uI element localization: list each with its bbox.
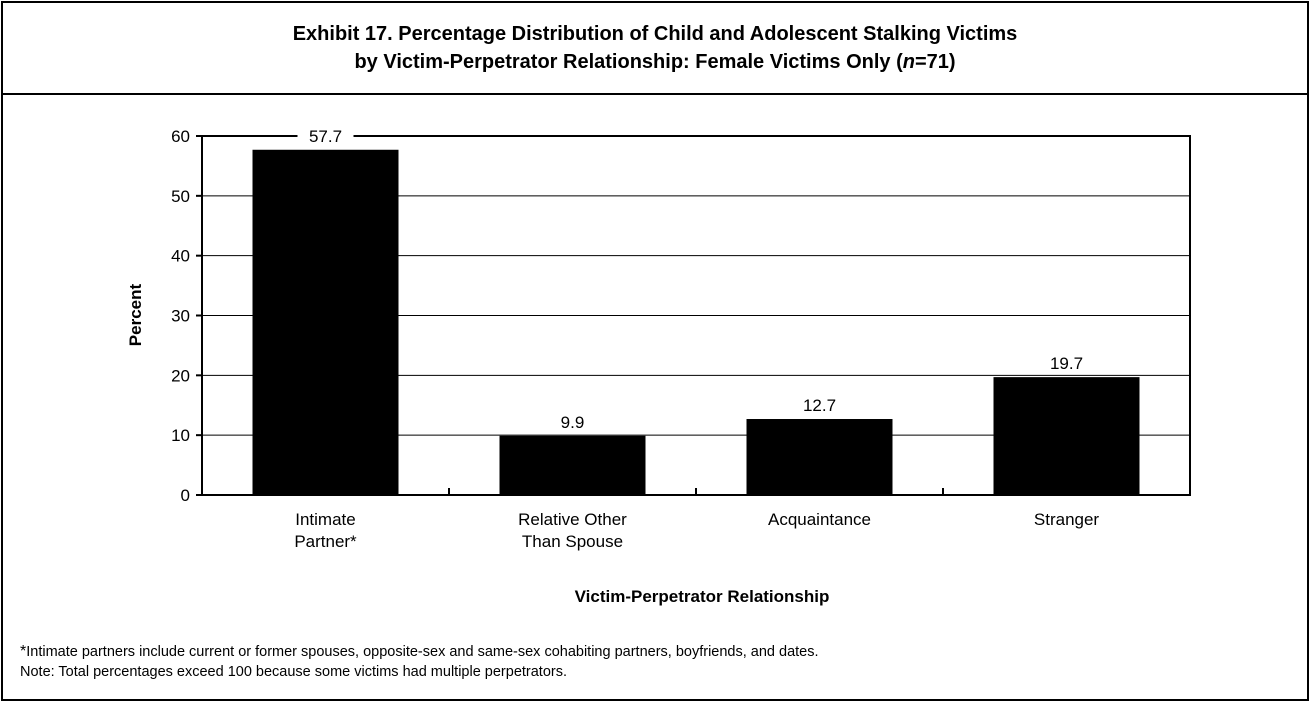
footnotes: *Intimate partners include current or fo…: [20, 642, 819, 682]
x-axis-label: Victim-Perpetrator Relationship: [575, 587, 830, 606]
bar: [252, 149, 399, 496]
footnote-line-1: Intimate partners include current or for…: [26, 644, 819, 660]
footnote-star: *: [20, 643, 27, 660]
data-label-background: [791, 395, 848, 416]
data-label-background: [544, 411, 601, 432]
chart-labels: 0 10 20 30 40 50 60 57.7 Intimate Partner* 9.9 Rela…: [171, 125, 1100, 551]
title-line-2: by Victim-Perpetrator Relationship: Fema…: [3, 48, 1307, 76]
bars: [252, 149, 1140, 496]
x-tick-label: Partner*: [294, 532, 357, 551]
title-line-2-suffix: =71): [914, 51, 956, 73]
y-tick-label: 0: [181, 486, 190, 505]
axis-ticks: [196, 135, 944, 496]
x-tick-label: Than Spouse: [522, 532, 623, 551]
title-line-2-prefix: by Victim-Perpetrator Relationship: Fema…: [354, 51, 903, 73]
x-tick-label: Intimate: [295, 510, 355, 529]
y-tick-label: 60: [171, 127, 190, 146]
bar: [993, 377, 1140, 495]
x-tick-label: Stranger: [1034, 510, 1100, 529]
y-tick-label: 10: [171, 426, 190, 445]
footnote-intimate-partners: *Intimate partners include current or fo…: [20, 642, 819, 662]
y-tick-label: 50: [171, 187, 190, 206]
bar: [746, 419, 893, 495]
x-tick-label: Acquaintance: [768, 510, 871, 529]
y-tick-label: 30: [171, 307, 190, 326]
y-axis-label: Percent: [126, 283, 145, 346]
y-tick-label: 20: [171, 366, 190, 385]
chart-title: Exhibit 17. Percentage Distribution of C…: [3, 3, 1307, 95]
data-label: 19.7: [1050, 354, 1083, 373]
bar: [499, 435, 646, 495]
footnote-note: Note: Total percentages exceed 100 becau…: [20, 664, 568, 680]
data-label-background: [297, 125, 354, 146]
data-label: 12.7: [803, 396, 836, 415]
data-label: 57.7: [309, 127, 342, 146]
data-label: 9.9: [561, 413, 585, 432]
x-tick-label: Relative Other: [518, 510, 627, 529]
title-line-1: Exhibit 17. Percentage Distribution of C…: [292, 23, 1018, 45]
title-n-italic: n: [902, 51, 915, 73]
data-label-background: [1038, 353, 1095, 374]
y-tick-label: 40: [171, 247, 190, 266]
